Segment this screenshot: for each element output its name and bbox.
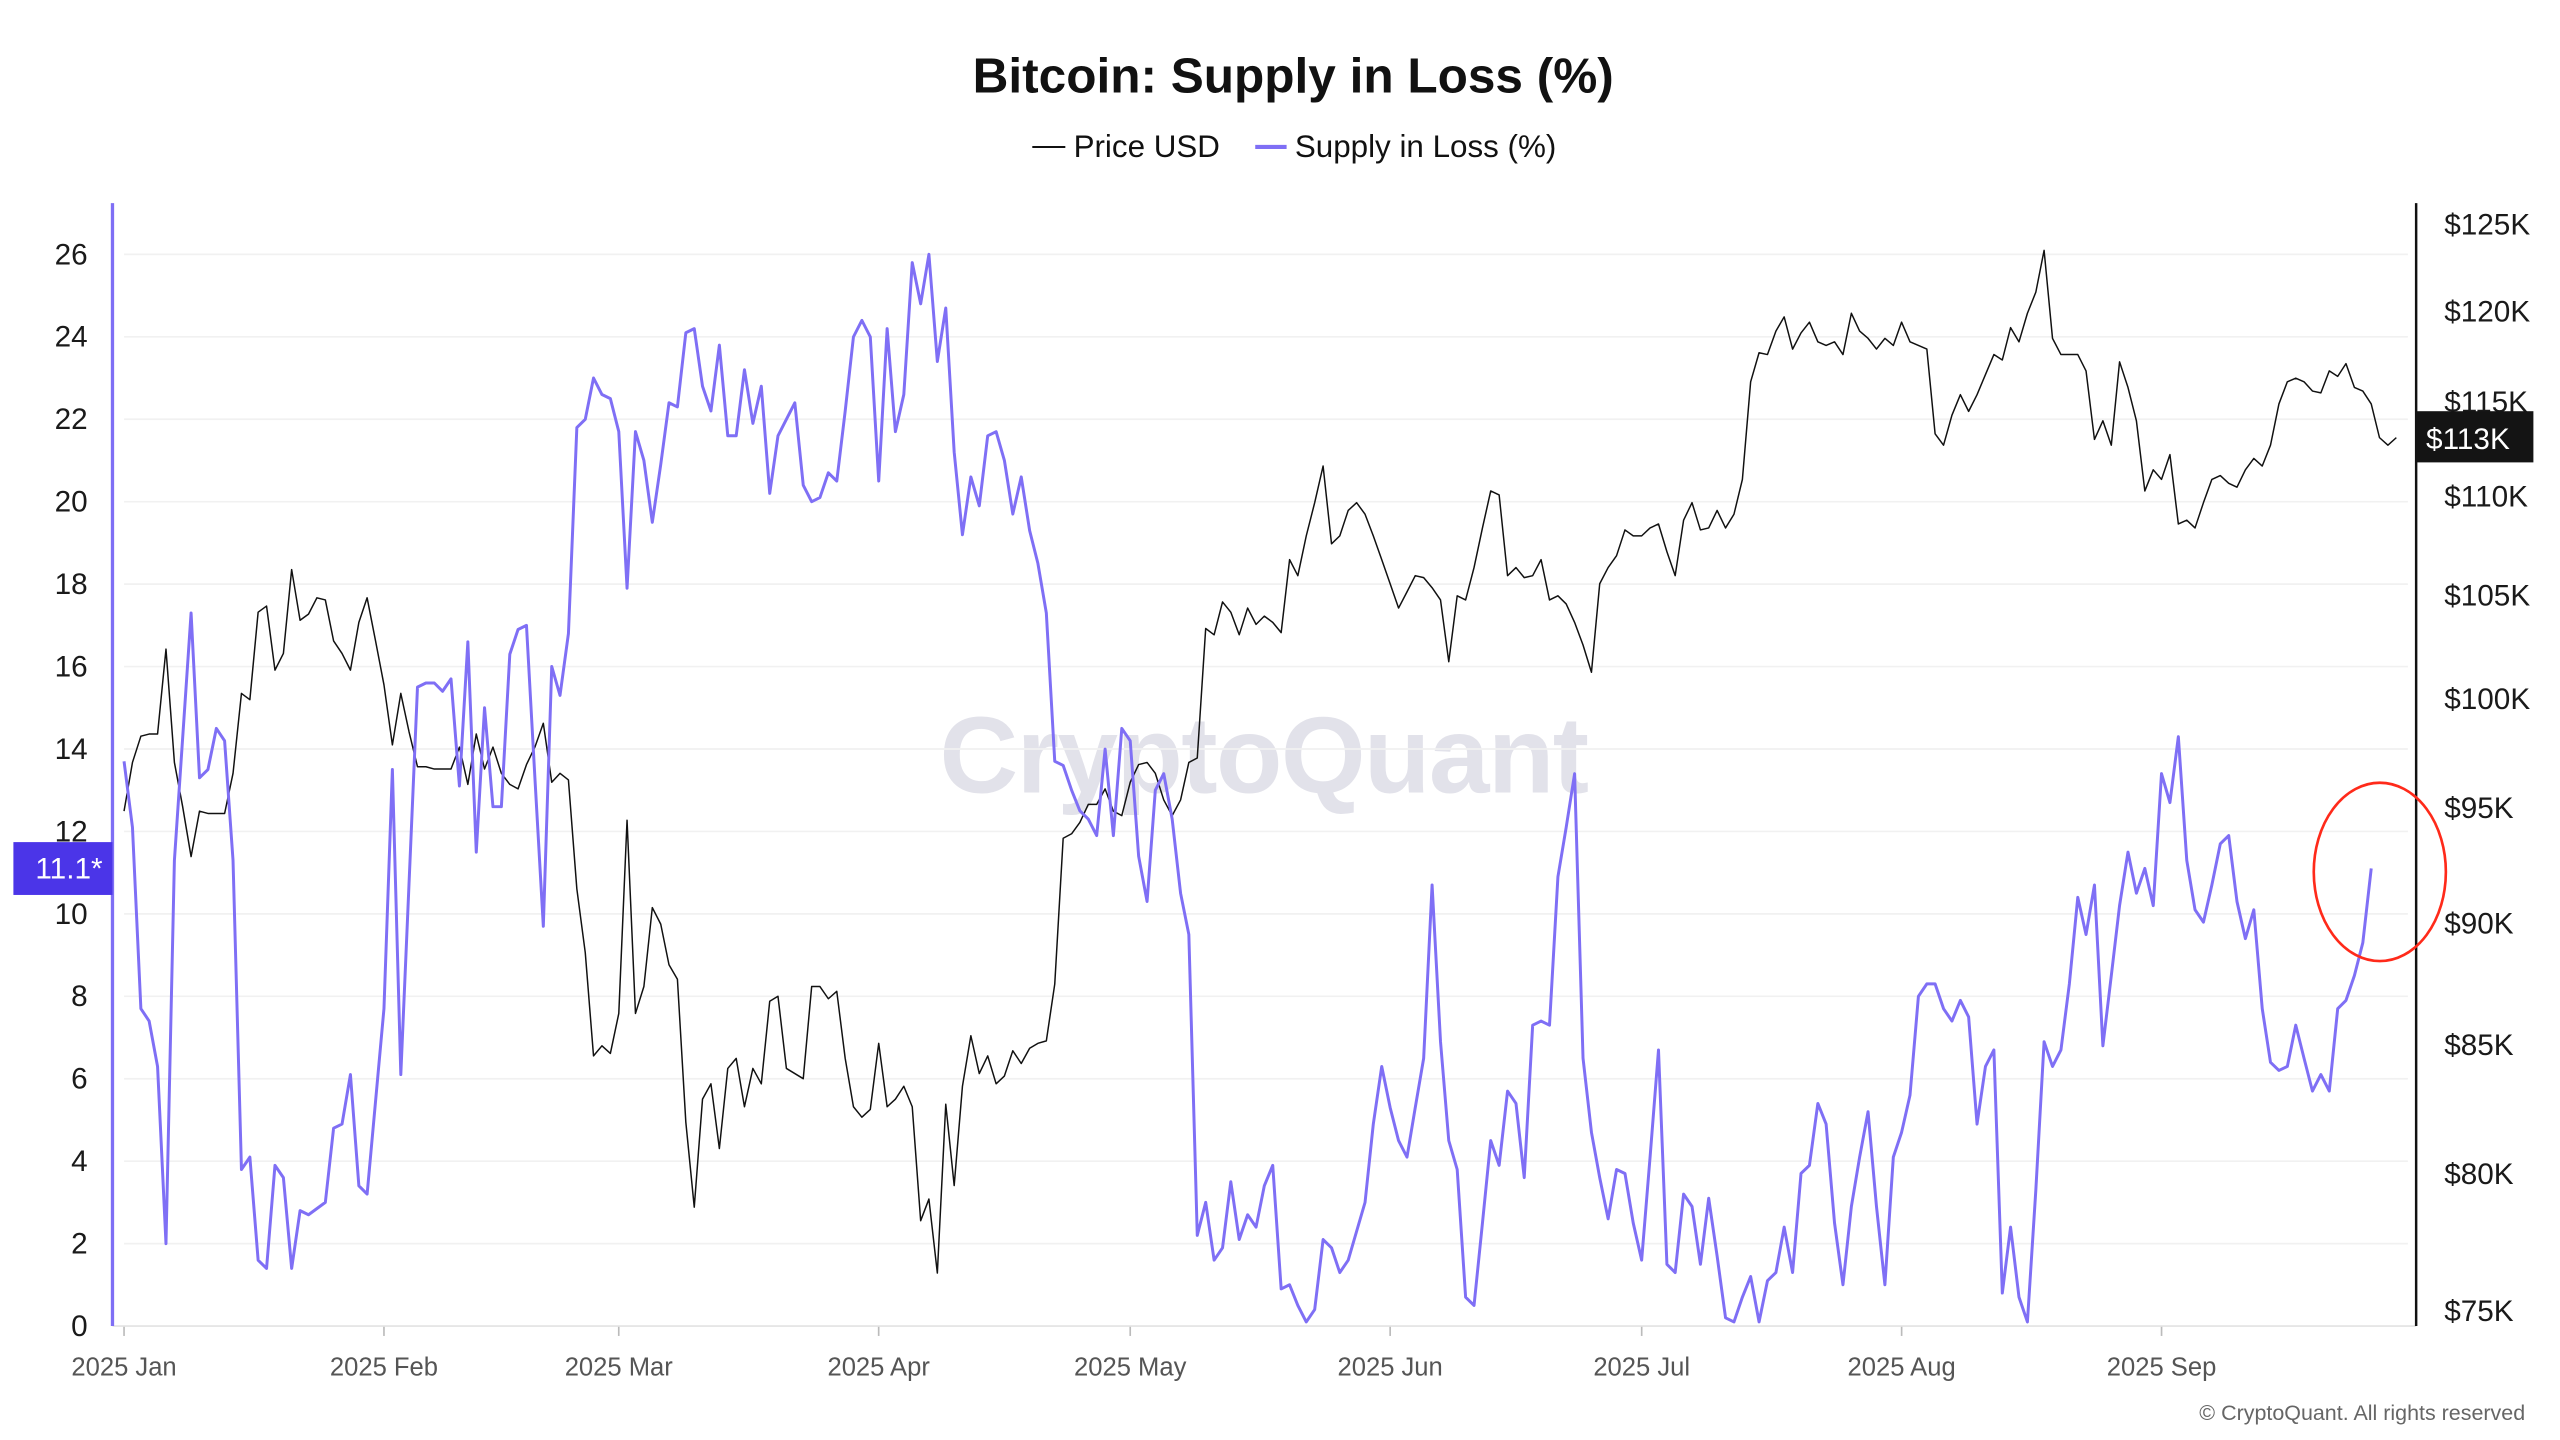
x-tick-label: 2025 Jul bbox=[1593, 1354, 1690, 1382]
current-supply-tag-bg bbox=[13, 842, 113, 895]
current-price-tag: $113K bbox=[2416, 411, 2534, 463]
legend-label-price: Price USD bbox=[1074, 129, 1220, 164]
legend-item-price[interactable]: Price USD bbox=[1032, 129, 1220, 164]
x-tick-label: 2025 Jan bbox=[71, 1354, 176, 1382]
left-tick-label: 20 bbox=[55, 486, 88, 519]
current-price-tag-label: $113K bbox=[2426, 423, 2510, 456]
x-axis-ticks: 2025 Jan 2025 Feb 2025 Mar 2025 Apr 2025 May… bbox=[71, 1326, 2216, 1382]
left-tick-label: 14 bbox=[55, 733, 88, 766]
watermark: CryptoQuant bbox=[940, 695, 1588, 817]
left-tick-label: 26 bbox=[55, 238, 88, 271]
x-tick-label: 2025 Mar bbox=[565, 1354, 674, 1382]
legend-label-supply: Supply in Loss (%) bbox=[1295, 129, 1556, 164]
left-tick-label: 6 bbox=[71, 1063, 88, 1096]
right-tick-label: $90K bbox=[2444, 907, 2514, 940]
left-tick-label: 10 bbox=[55, 898, 88, 931]
x-tick-label: 2025 Sep bbox=[2107, 1354, 2217, 1382]
right-tick-label: $120K bbox=[2444, 295, 2530, 328]
x-tick-label: 2025 Feb bbox=[330, 1354, 438, 1382]
left-tick-label: 2 bbox=[71, 1228, 88, 1261]
right-tick-label: $95K bbox=[2444, 792, 2514, 825]
red-circle-annotation bbox=[2312, 781, 2448, 963]
right-tick-label: $75K bbox=[2444, 1295, 2514, 1328]
legend: Price USD Supply in Loss (%) bbox=[1032, 129, 1556, 164]
current-supply-tag-label: 11.1* bbox=[35, 852, 103, 885]
right-axis-ticks: $75K$80K$85K$90K$95K$100K$105K$110K$115K… bbox=[2444, 208, 2530, 1328]
left-tick-label: 18 bbox=[55, 568, 88, 601]
right-tick-label: $80K bbox=[2444, 1158, 2514, 1191]
gridlines bbox=[124, 253, 2408, 1245]
copyright: © CryptoQuant. All rights reserved bbox=[2199, 1401, 2525, 1425]
left-tick-label: 8 bbox=[71, 980, 88, 1013]
right-tick-label: $110K bbox=[2444, 480, 2528, 513]
right-tick-label: $85K bbox=[2444, 1029, 2514, 1062]
current-supply-tag: 11.1* bbox=[13, 842, 113, 895]
left-tick-label: 16 bbox=[55, 650, 88, 683]
left-tick-label: 4 bbox=[71, 1145, 88, 1178]
right-tick-label: $105K bbox=[2444, 579, 2530, 612]
chart-title: Bitcoin: Supply in Loss (%) bbox=[973, 48, 1614, 103]
right-tick-label: $100K bbox=[2444, 683, 2530, 716]
x-tick-label: 2025 Aug bbox=[1848, 1354, 1956, 1382]
left-tick-label: 24 bbox=[55, 321, 88, 354]
x-tick-label: 2025 May bbox=[1074, 1354, 1187, 1382]
left-tick-label: 0 bbox=[71, 1310, 88, 1343]
x-tick-label: 2025 Jun bbox=[1338, 1354, 1443, 1382]
current-price-tag-bg bbox=[2416, 411, 2534, 463]
left-tick-label: 22 bbox=[55, 403, 88, 436]
supply-in-loss-line bbox=[122, 252, 2373, 1324]
x-tick-label: 2025 Apr bbox=[827, 1354, 930, 1382]
right-tick-label: $125K bbox=[2444, 208, 2530, 241]
legend-item-supply[interactable]: Supply in Loss (%) bbox=[1255, 129, 1556, 164]
